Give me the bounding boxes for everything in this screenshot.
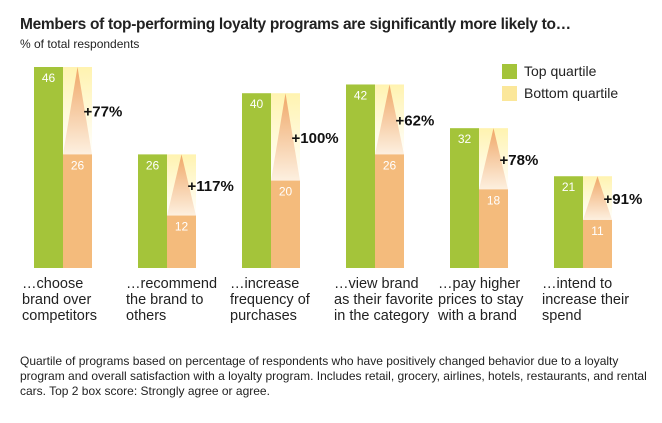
value-label-top: 32 — [458, 132, 472, 146]
bar-bottom-quartile — [375, 154, 404, 268]
bar-bottom-quartile — [271, 180, 300, 268]
value-label-top: 42 — [354, 88, 368, 102]
difference-label: +77% — [84, 104, 123, 121]
bar-top-quartile — [346, 84, 375, 268]
legend-label-bottom: Bottom quartile — [524, 85, 619, 101]
category-label: …recommend the brand to others — [126, 276, 218, 324]
value-label-bottom: 20 — [279, 185, 293, 199]
category-label: …pay higher prices to stay with a brand — [438, 276, 524, 324]
value-label-bottom: 26 — [71, 158, 85, 172]
value-label-bottom: 11 — [591, 224, 604, 238]
value-label-bottom: 18 — [487, 193, 501, 207]
bar-top-quartile — [450, 128, 479, 268]
value-label-top: 26 — [146, 158, 160, 172]
bar-bottom-quartile — [479, 189, 508, 268]
bar-top-quartile — [242, 93, 271, 268]
difference-label: +62% — [396, 112, 435, 129]
diff-triangle — [167, 154, 196, 216]
bar-top-quartile — [138, 154, 167, 268]
category-label: …intend to increase their spend — [542, 276, 630, 324]
bar-top-quartile — [34, 67, 63, 268]
chart-title: Members of top-performing loyalty progra… — [20, 16, 571, 33]
bar-bottom-quartile — [583, 219, 612, 268]
diff-triangle — [271, 93, 300, 181]
category-label: …choose brand over competitors — [22, 276, 97, 324]
category-label: …view brand as their favorite in the cat… — [334, 276, 434, 324]
difference-label: +117% — [188, 178, 234, 195]
bar-top-quartile — [554, 176, 583, 268]
difference-label: +91% — [604, 191, 643, 208]
category-label: …increase frequency of purchases — [230, 276, 310, 324]
bar-bottom-quartile — [167, 215, 196, 268]
value-label-bottom: 26 — [383, 158, 397, 172]
value-label-top: 40 — [250, 97, 264, 111]
difference-label: +100% — [292, 130, 339, 147]
value-label-top: 21 — [562, 180, 576, 194]
legend-label-top: Top quartile — [524, 63, 597, 79]
chart-subtitle: % of total respondents — [20, 37, 140, 51]
legend-item-bottom: Bottom quartile — [502, 82, 618, 104]
legend-swatch-bottom — [502, 85, 517, 101]
legend-swatch-top — [502, 63, 517, 79]
value-label-bottom: 12 — [175, 220, 189, 234]
bar-bottom-quartile — [63, 154, 92, 268]
legend-item-top: Top quartile — [502, 60, 618, 82]
diff-triangle — [375, 84, 404, 155]
difference-label: +78% — [500, 152, 539, 169]
diff-triangle — [63, 67, 92, 155]
value-label-top: 46 — [42, 71, 56, 85]
diff-triangle — [479, 128, 508, 190]
legend: Top quartile Bottom quartile — [502, 60, 618, 104]
diff-triangle — [583, 176, 612, 220]
footnote: Quartile of programs based on percentage… — [20, 354, 647, 398]
